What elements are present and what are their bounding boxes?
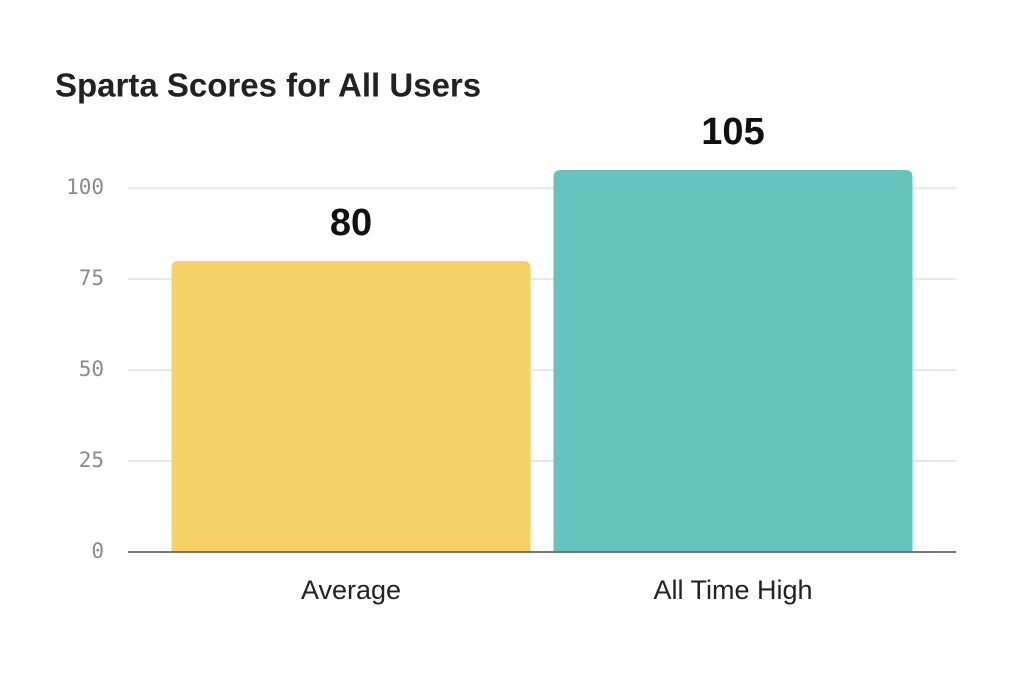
y-tick-label: 75 <box>79 266 104 290</box>
chart-title: Sparta Scores for All Users <box>55 67 481 104</box>
y-tick-label: 100 <box>66 175 104 199</box>
y-tick-label: 50 <box>79 357 104 381</box>
bar <box>553 170 913 552</box>
y-tick-label: 0 <box>91 539 104 563</box>
x-tick-label: All Time High <box>653 575 812 605</box>
bar <box>171 260 531 552</box>
x-tick-label: Average <box>301 575 401 605</box>
value-label: 80 <box>330 202 372 244</box>
value-label: 105 <box>701 111 764 153</box>
y-tick-label: 25 <box>79 448 104 472</box>
